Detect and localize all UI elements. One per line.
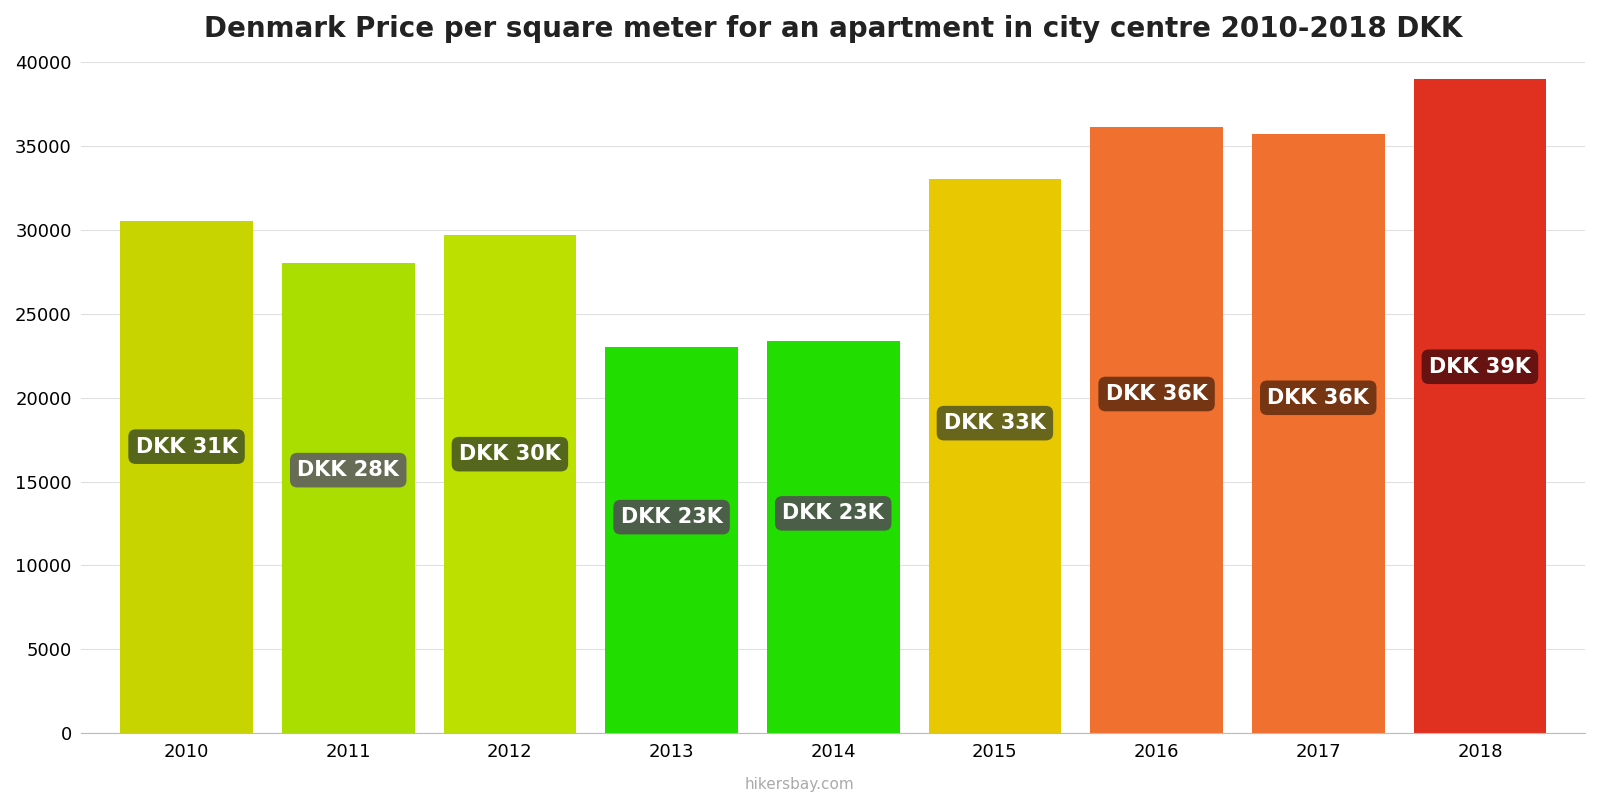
Text: DKK 23K: DKK 23K: [621, 507, 723, 527]
Text: DKK 39K: DKK 39K: [1429, 357, 1531, 377]
Text: DKK 23K: DKK 23K: [782, 503, 885, 523]
Text: DKK 31K: DKK 31K: [136, 437, 237, 457]
Bar: [1251, 134, 1384, 734]
Bar: [1090, 127, 1222, 734]
Text: DKK 36K: DKK 36K: [1267, 388, 1370, 408]
Text: hikersbay.com: hikersbay.com: [746, 777, 854, 792]
Text: DKK 33K: DKK 33K: [944, 413, 1046, 433]
Text: DKK 30K: DKK 30K: [459, 444, 562, 464]
Bar: [282, 263, 414, 734]
Text: DKK 28K: DKK 28K: [298, 460, 398, 480]
Bar: [120, 222, 253, 734]
Title: Denmark Price per square meter for an apartment in city centre 2010-2018 DKK: Denmark Price per square meter for an ap…: [205, 15, 1462, 43]
Bar: [1414, 78, 1546, 734]
Bar: [766, 341, 899, 734]
Bar: [443, 235, 576, 734]
Bar: [928, 179, 1061, 734]
Text: DKK 36K: DKK 36K: [1106, 384, 1208, 404]
Bar: [605, 347, 738, 734]
